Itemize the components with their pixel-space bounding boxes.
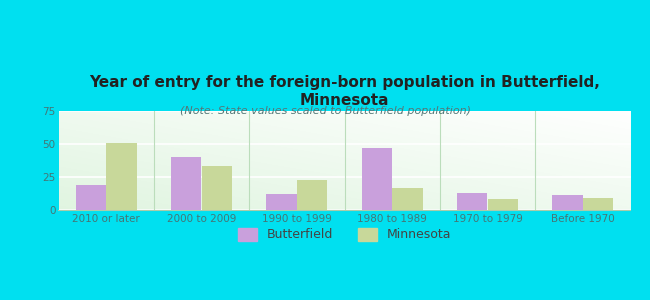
Bar [75,185,106,210]
Bar [361,148,392,210]
Legend: Butterfield, Minnesota: Butterfield, Minnesota [238,228,451,242]
Bar [583,198,614,210]
Title: Year of entry for the foreign-born population in Butterfield,
Minnesota: Year of entry for the foreign-born popul… [89,75,600,108]
Bar [488,200,518,210]
Bar [266,194,297,210]
Bar [297,180,328,210]
Bar [106,143,136,210]
Bar [392,188,422,210]
Text: (Note: State values scaled to Butterfield population): (Note: State values scaled to Butterfiel… [179,106,471,116]
Bar [171,157,202,210]
Bar [202,167,232,210]
Bar [552,196,583,210]
Bar [457,193,488,210]
